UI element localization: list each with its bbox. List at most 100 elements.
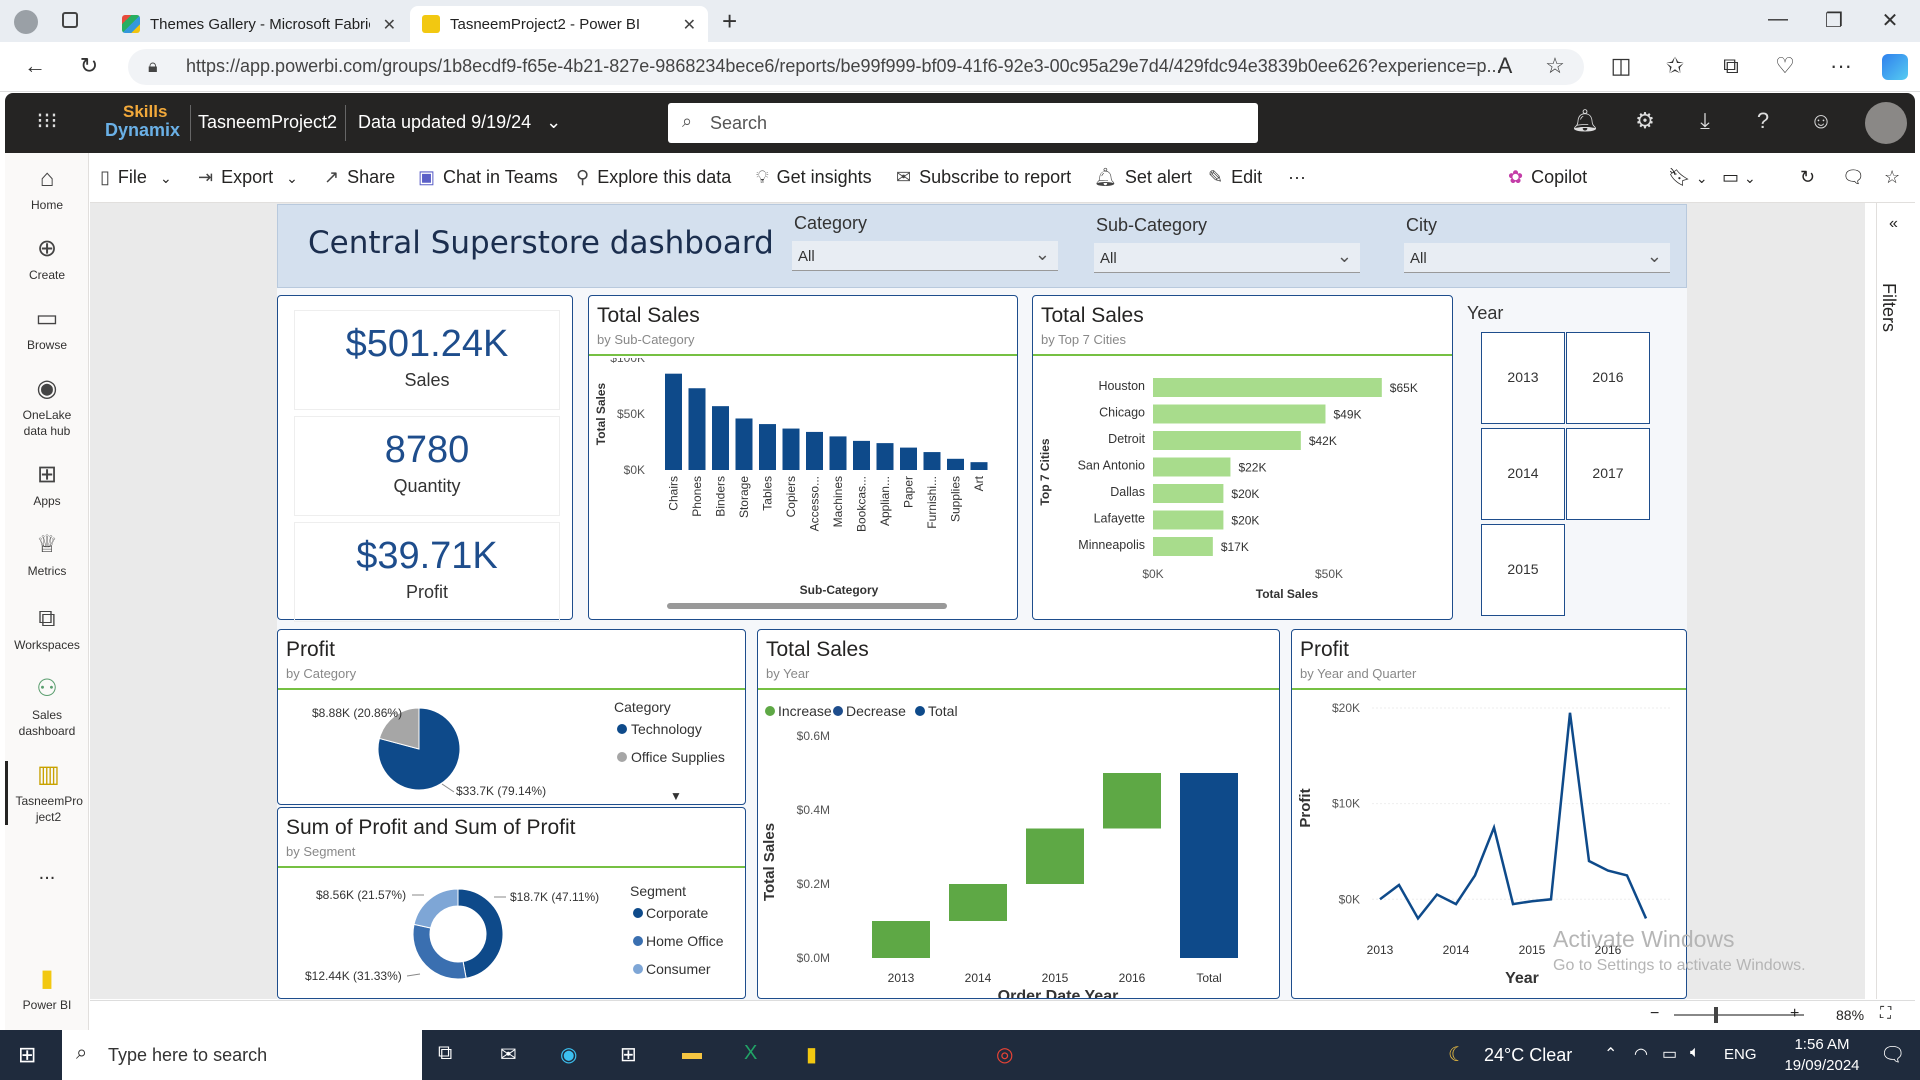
- nav-sales-dashboard[interactable]: ⚇ Sales dashboard: [5, 675, 89, 739]
- read-aloud-icon[interactable]: A: [1497, 53, 1513, 78]
- store-icon[interactable]: ⊞: [620, 1044, 637, 1066]
- nav-metrics[interactable]: ♕ Metrics: [5, 531, 89, 579]
- nav-onelake[interactable]: ◉ OneLake data hub: [5, 375, 89, 439]
- nav-tasneemproject2[interactable]: ▥ TasneemPro ject2: [5, 761, 89, 825]
- nav-apps[interactable]: ⊞ Apps: [5, 461, 89, 509]
- windows-start-icon[interactable]: ⊞: [18, 1042, 37, 1067]
- battery-icon[interactable]: ▭: [1662, 1046, 1678, 1063]
- more-options-button[interactable]: ···: [1288, 167, 1306, 187]
- clock[interactable]: 1:56 AM 19/09/2024: [1776, 1034, 1868, 1076]
- sales-by-subcategory-card[interactable]: Total Sales by Sub-Category $100K $50K $0K…: [588, 295, 1018, 620]
- show-hidden-icons[interactable]: ⌃: [1604, 1046, 1618, 1063]
- filters-pane[interactable]: « Filters: [1876, 203, 1915, 999]
- year-button-2015[interactable]: 2015: [1481, 524, 1565, 616]
- nav-browse[interactable]: ▭ Browse: [5, 305, 89, 353]
- export-menu[interactable]: ⇥ Export ⌄: [198, 167, 298, 188]
- network-icon[interactable]: ◠: [1634, 1046, 1648, 1063]
- split-screen-icon[interactable]: ◫: [1610, 53, 1632, 78]
- favorite-icon[interactable]: ☆: [1545, 53, 1565, 78]
- copilot-browser-icon[interactable]: [1882, 54, 1908, 80]
- year-button-2017[interactable]: 2017: [1566, 428, 1650, 520]
- year-button-2016[interactable]: 2016: [1566, 332, 1650, 424]
- view-icon[interactable]: ▭ ⌄: [1722, 167, 1756, 187]
- avatar[interactable]: [1865, 102, 1907, 144]
- download-icon[interactable]: ⤓: [1700, 108, 1710, 133]
- tab-actions-icon[interactable]: [62, 12, 78, 28]
- browser-essentials-icon[interactable]: ♡: [1775, 53, 1795, 78]
- nav-workspaces[interactable]: ⧉ Workspaces: [5, 605, 89, 653]
- chrome-icon[interactable]: ◎: [996, 1044, 1014, 1066]
- tab-themes-gallery[interactable]: Themes Gallery - Microsoft Fabric ✕: [110, 6, 408, 42]
- more-icon[interactable]: ···: [1830, 53, 1852, 78]
- copilot-button[interactable]: ✿ Copilot: [1508, 167, 1587, 188]
- back-icon[interactable]: ←: [24, 53, 46, 78]
- url-field[interactable]: 🔒︎ https://app.powerbi.com/groups/1b8ecd…: [128, 49, 1584, 85]
- city-dropdown[interactable]: All ⌄: [1404, 243, 1670, 273]
- chat-in-teams-button[interactable]: ▣ Chat in Teams: [418, 167, 558, 188]
- data-updated-dropdown[interactable]: Data updated 9/19/24 ⌄: [358, 112, 561, 133]
- file-explorer-icon[interactable]: ▬: [682, 1042, 702, 1064]
- expand-filters-icon[interactable]: «: [1889, 215, 1898, 232]
- zoom-slider-thumb[interactable]: [1714, 1007, 1718, 1023]
- profile-icon[interactable]: [14, 10, 38, 34]
- mail-icon[interactable]: ✉: [500, 1044, 517, 1066]
- subscribe-button[interactable]: ✉ Subscribe to report: [896, 167, 1071, 188]
- kpi-card[interactable]: $501.24K Sales 8780 Quantity $39.71K Profit: [277, 295, 573, 622]
- powerbi-taskbar-icon[interactable]: ▮: [806, 1044, 818, 1066]
- refresh-icon[interactable]: ↻: [79, 53, 99, 78]
- nav-create[interactable]: ⊕ Create: [5, 235, 89, 283]
- explore-data-button[interactable]: ⚲ Explore this data: [576, 167, 731, 188]
- profit-by-segment-card[interactable]: Sum of Profit and Sum of Profit by Segme…: [277, 807, 746, 999]
- help-icon[interactable]: ?: [1756, 108, 1770, 133]
- collections-icon[interactable]: ⧉: [1723, 53, 1739, 78]
- file-menu[interactable]: ▯ File ⌄: [100, 167, 172, 188]
- zoom-out-icon[interactable]: −: [1650, 1005, 1660, 1022]
- set-alert-button[interactable]: 🔔︎ Set alert: [1094, 167, 1192, 188]
- excel-icon[interactable]: X: [744, 1042, 758, 1064]
- comments-icon[interactable]: 🗨︎: [1842, 167, 1865, 187]
- maximize-icon[interactable]: ❐: [1825, 10, 1843, 32]
- workspace-name[interactable]: TasneemProject2: [198, 112, 338, 132]
- close-window-icon[interactable]: ✕: [1881, 10, 1899, 32]
- volume-icon[interactable]: 🔈︎: [1690, 1044, 1700, 1061]
- taskbar-search[interactable]: ⌕ Type here to search: [62, 1030, 422, 1080]
- year-button-2013[interactable]: 2013: [1481, 332, 1565, 424]
- notification-center-icon[interactable]: 🗨︎: [1880, 1044, 1906, 1066]
- category-dropdown[interactable]: All ⌄: [792, 241, 1058, 271]
- tab-power-bi[interactable]: TasneemProject2 - Power BI ✕: [410, 6, 708, 42]
- bookmark-icon[interactable]: 🔖︎ ⌄: [1668, 167, 1708, 187]
- edit-button[interactable]: ✎ Edit: [1208, 167, 1262, 188]
- minimize-icon[interactable]: —: [1768, 8, 1788, 30]
- lock-icon[interactable]: 🔒︎: [148, 56, 158, 76]
- nav-more[interactable]: ...: [38, 862, 56, 884]
- zoom-in-icon[interactable]: +: [1790, 1005, 1800, 1022]
- zoom-level[interactable]: 88%: [1836, 1007, 1865, 1023]
- close-tab-icon[interactable]: ✕: [682, 17, 696, 34]
- skills-dynamix-logo[interactable]: Skills Dynamix: [101, 103, 180, 140]
- edge-icon[interactable]: ◉: [560, 1044, 578, 1066]
- favorites-bar-icon[interactable]: ✩: [1665, 53, 1685, 78]
- nav-powerbi[interactable]: ▮ Power BI: [5, 965, 89, 1013]
- sales-by-city-card[interactable]: Total Sales by Top 7 Cities Houston $65K C…: [1032, 295, 1453, 620]
- feedback-icon[interactable]: ☺: [1809, 108, 1833, 133]
- settings-gear-icon[interactable]: ⚙: [1635, 108, 1655, 133]
- get-insights-button[interactable]: 💡︎ Get insights: [756, 167, 872, 188]
- app-launcher-icon[interactable]: ⁝⁝⁝: [36, 108, 58, 133]
- new-tab-icon[interactable]: +: [722, 6, 738, 36]
- language-indicator[interactable]: ENG: [1724, 1046, 1757, 1063]
- profit-by-quarter-card[interactable]: Profit by Year and Quarter $20K $10K $0K 20…: [1291, 629, 1687, 999]
- sales-by-year-card[interactable]: Total Sales by Year $0.6M $0.4M $0.2M $0.0M…: [757, 629, 1280, 999]
- horizontal-scrollbar[interactable]: [667, 603, 947, 609]
- profit-by-category-card[interactable]: Profit by Category $8.88K (20.86%) $33.7K…: [277, 629, 746, 805]
- notifications-icon[interactable]: 🔔︎: [1571, 108, 1599, 133]
- subcategory-dropdown[interactable]: All ⌄: [1094, 243, 1360, 273]
- refresh-visuals-icon[interactable]: ↻: [1800, 167, 1816, 187]
- favorite-star-icon[interactable]: ☆: [1884, 167, 1901, 187]
- zoom-slider[interactable]: [1674, 1007, 1804, 1023]
- weather-moon-icon[interactable]: ☾: [1448, 1044, 1466, 1066]
- share-button[interactable]: ↗ Share: [324, 167, 395, 188]
- year-button-2014[interactable]: 2014: [1481, 428, 1565, 520]
- fit-to-page-icon[interactable]: ⛶: [1880, 1005, 1892, 1022]
- search-input[interactable]: ⌕ Search: [668, 103, 1258, 143]
- close-tab-icon[interactable]: ✕: [382, 17, 396, 34]
